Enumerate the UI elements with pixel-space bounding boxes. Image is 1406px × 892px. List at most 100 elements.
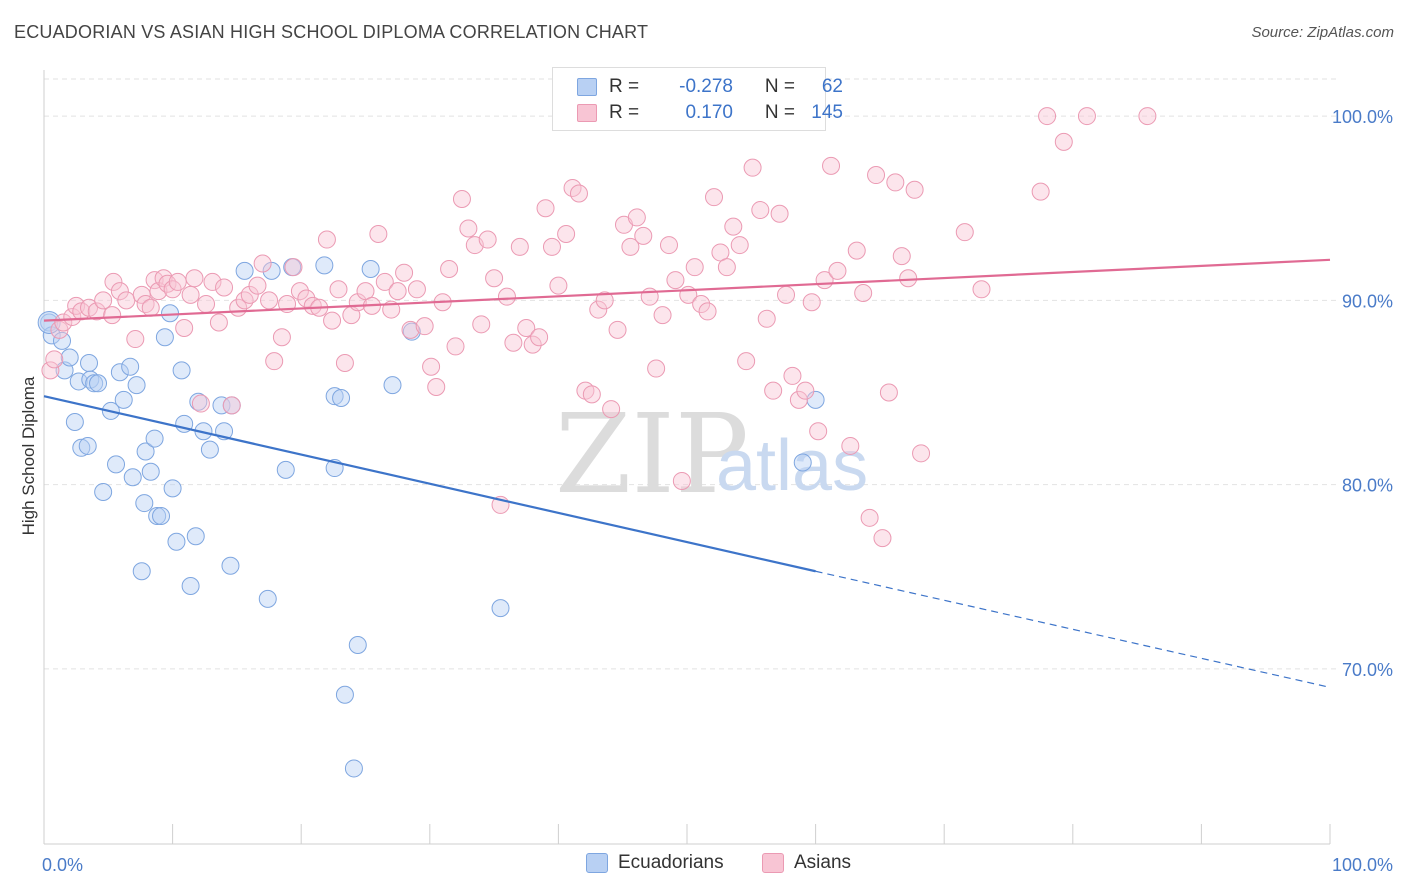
asian-point (94, 291, 113, 310)
asian-point (45, 350, 64, 369)
ecuadorian-point (181, 577, 200, 595)
asian-point (54, 313, 73, 332)
asian-points (41, 107, 1157, 548)
ecuadorian-point (155, 328, 174, 347)
asian-point (879, 383, 898, 402)
asian-point (777, 285, 796, 304)
ecuadorian-point (167, 532, 186, 551)
legend-row-ecuadorians: R = -0.278 N = 62 (577, 74, 843, 100)
ecuadorian-point (110, 363, 129, 382)
ecuadorian-point (78, 436, 97, 455)
asian-point (510, 237, 529, 256)
legend-swatch-asians (577, 104, 597, 122)
asian-point (103, 306, 122, 325)
asian-point (757, 309, 776, 328)
r-value: -0.278 (679, 76, 733, 97)
asian-point (253, 254, 272, 273)
asian-point (181, 285, 200, 304)
asian-point (692, 295, 711, 314)
asian-point (459, 219, 478, 238)
n-value: 62 (821, 76, 843, 97)
ecuadorian-point (315, 256, 334, 275)
asian-point (235, 291, 254, 310)
y-axis-label: High School Diploma (19, 376, 38, 535)
ecuadorian-point (136, 442, 155, 461)
r-label: R = (609, 76, 640, 97)
n-value: 145 (811, 102, 843, 123)
legend-swatch-ecuadorians (577, 78, 597, 96)
asian-point (1054, 132, 1073, 151)
asian-point (905, 180, 924, 199)
asian-point (666, 271, 685, 290)
asian-point (1031, 182, 1050, 201)
ecuadorian-point (172, 361, 191, 380)
ecuadorian-point (148, 506, 167, 525)
ecuadorian-point (163, 479, 182, 498)
tick-labels: 70.0% 80.0% 90.0% 100.0% 0.0% 100.0% (42, 107, 1393, 875)
asian-point (104, 272, 123, 291)
asian-point (517, 319, 536, 337)
ecuadorian-point (141, 462, 160, 481)
source-label: Source: ZipAtlas.com (1251, 24, 1394, 41)
asian-point (485, 269, 504, 288)
asian-point (717, 258, 736, 277)
asian-point (175, 319, 194, 337)
asian-point (841, 436, 860, 455)
ecuadorian-point (189, 392, 208, 411)
ecuadorian-point (161, 304, 180, 323)
asian-point (724, 217, 743, 236)
asian-point (240, 285, 259, 304)
asian-point (589, 300, 608, 319)
ecuadorian-point (325, 387, 344, 406)
asian-point (132, 285, 151, 304)
asian-point (191, 394, 210, 413)
asian-point (1038, 107, 1057, 126)
asian-point (737, 352, 756, 371)
ecuadorian-point (121, 357, 140, 376)
asian-point (523, 335, 542, 354)
asian-point (375, 272, 394, 291)
series-legend: Ecuadorians Asians (0, 852, 1406, 878)
asian-point (41, 361, 60, 380)
chart-title: ECUADORIAN VS ASIAN HIGH SCHOOL DIPLOMA … (14, 22, 649, 42)
asian-point (203, 272, 222, 291)
legend-label-ecuadorians: Ecuadorians (618, 852, 724, 873)
ecuadorian-point (65, 412, 84, 431)
asian-point (972, 280, 991, 299)
n-label: N = (764, 76, 795, 97)
ecuadorian-point (80, 354, 99, 373)
watermark: ZIP atlas (555, 390, 868, 518)
y-tick-label: 100.0% (1332, 107, 1393, 127)
ecuadorian-trend-line (43, 395, 816, 573)
ecuadorian-point (793, 453, 812, 472)
ecuadorian-point (72, 438, 91, 457)
asian-point (867, 166, 886, 185)
asian-point (634, 226, 653, 245)
asian-point (369, 225, 388, 244)
asian-point (248, 276, 267, 295)
ecuadorian-point (348, 635, 367, 654)
ecuadorian-point (94, 483, 113, 502)
ecuadorian-point (212, 396, 231, 415)
x-tick-label: 100.0% (1332, 855, 1393, 875)
legend-row-asians: R = 0.170 N = 145 (577, 100, 843, 126)
ecuadorian-point (344, 759, 363, 778)
ecuadorian-point (127, 376, 146, 395)
ecuadorian-point (335, 685, 354, 704)
asian-point (126, 330, 145, 349)
ecuadorian-point (85, 374, 104, 393)
asian-point (87, 302, 106, 321)
legend-swatch-ecuadorians (586, 853, 608, 873)
ecuadorian-point (491, 599, 510, 618)
asian-point (388, 282, 407, 301)
asian-point (478, 230, 497, 249)
x-tick-label: 0.0% (42, 855, 83, 875)
ecuadorian-point (383, 376, 402, 395)
ecuadorian-point (37, 310, 61, 334)
asian-point (168, 272, 187, 291)
asian-point (659, 236, 678, 255)
ecuadorian-point (53, 331, 72, 350)
asian-point (136, 295, 155, 314)
ecuadorian-point (114, 390, 133, 409)
